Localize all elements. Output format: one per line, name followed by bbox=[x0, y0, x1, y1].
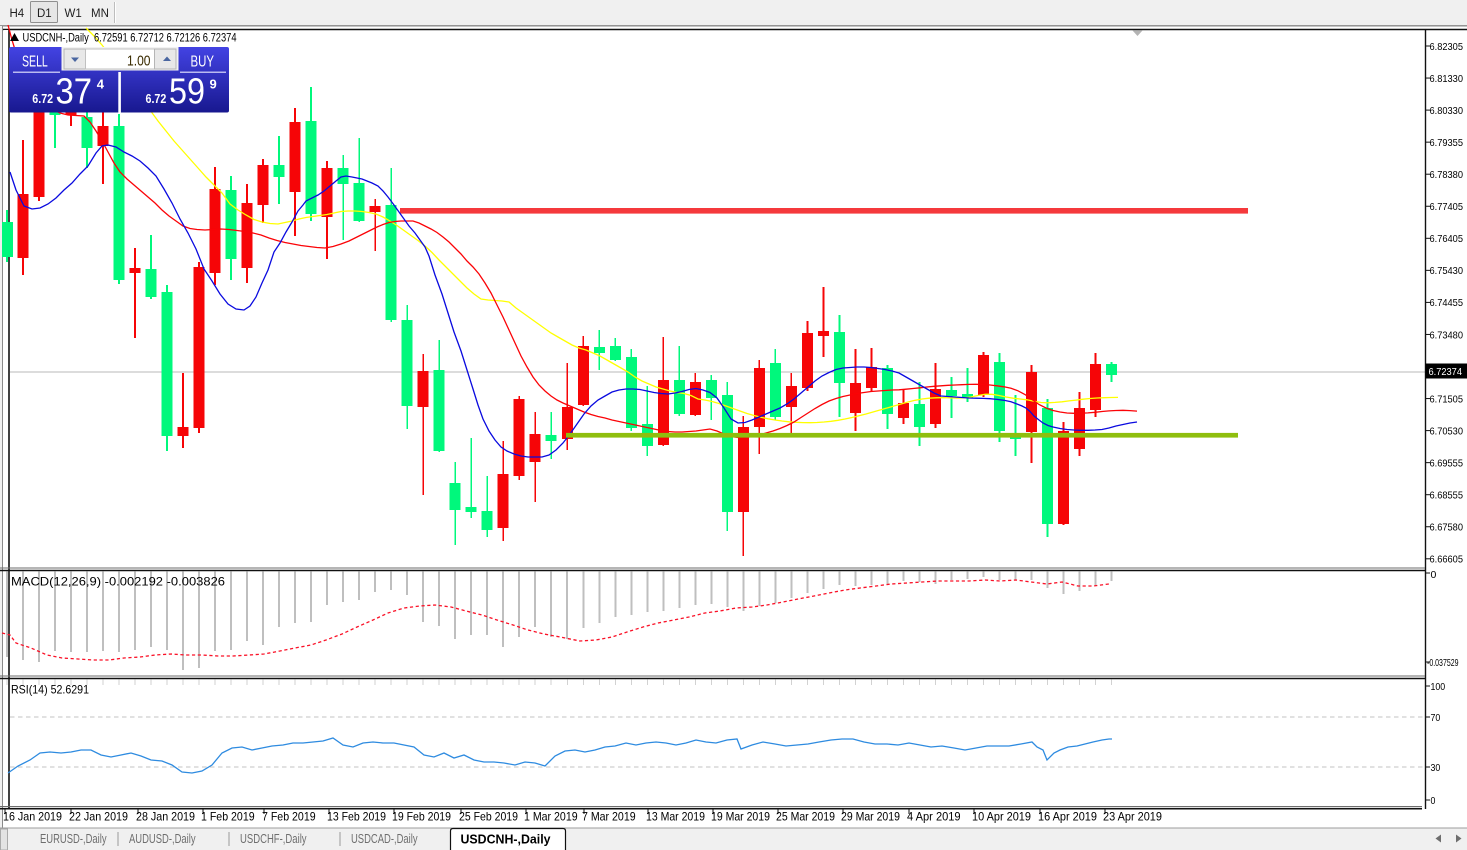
svg-text:25 Mar 2019: 25 Mar 2019 bbox=[776, 810, 835, 824]
svg-text:USDCHF-,Daily: USDCHF-,Daily bbox=[240, 831, 307, 846]
svg-text:6.75430: 6.75430 bbox=[1430, 265, 1464, 277]
svg-text:MN: MN bbox=[91, 8, 109, 20]
svg-text:16 Apr 2019: 16 Apr 2019 bbox=[1038, 810, 1097, 824]
svg-text:6.72: 6.72 bbox=[32, 91, 53, 106]
svg-text:H4: H4 bbox=[10, 8, 25, 20]
svg-text:6.67580: 6.67580 bbox=[1430, 522, 1464, 534]
svg-text:13 Feb 2019: 13 Feb 2019 bbox=[327, 810, 386, 824]
svg-text:6.66605: 6.66605 bbox=[1430, 554, 1464, 566]
svg-text:SELL: SELL bbox=[22, 53, 48, 70]
svg-text:MACD(12,26,9) -0.002192 -0.003: MACD(12,26,9) -0.002192 -0.003826 bbox=[11, 575, 225, 589]
svg-text:6.74455: 6.74455 bbox=[1430, 297, 1464, 309]
svg-text:6.68555: 6.68555 bbox=[1430, 490, 1464, 502]
svg-text:6.80330: 6.80330 bbox=[1430, 105, 1464, 117]
svg-text:9: 9 bbox=[210, 76, 217, 91]
svg-text:22 Jan 2019: 22 Jan 2019 bbox=[69, 810, 128, 824]
svg-text:10 Apr 2019: 10 Apr 2019 bbox=[972, 810, 1031, 824]
svg-text:59: 59 bbox=[169, 71, 205, 112]
svg-text:EURUSD-,Daily: EURUSD-,Daily bbox=[40, 831, 107, 846]
svg-text:4 Apr 2019: 4 Apr 2019 bbox=[907, 810, 961, 824]
svg-text:6.79355: 6.79355 bbox=[1430, 137, 1464, 149]
svg-text:7 Mar 2019: 7 Mar 2019 bbox=[582, 810, 636, 824]
svg-text:19 Feb 2019: 19 Feb 2019 bbox=[392, 810, 451, 824]
svg-text:23 Apr 2019: 23 Apr 2019 bbox=[1103, 810, 1162, 824]
svg-text:37: 37 bbox=[56, 71, 93, 112]
svg-text:USDCAD-,Daily: USDCAD-,Daily bbox=[351, 831, 418, 846]
svg-text:29 Mar 2019: 29 Mar 2019 bbox=[841, 810, 900, 824]
svg-text:1 Mar 2019: 1 Mar 2019 bbox=[524, 810, 578, 824]
svg-text:6.81330: 6.81330 bbox=[1430, 73, 1464, 85]
svg-text:RSI(14) 52.6291: RSI(14) 52.6291 bbox=[11, 683, 89, 697]
svg-text:6.73480: 6.73480 bbox=[1430, 329, 1464, 341]
svg-text:13 Mar 2019: 13 Mar 2019 bbox=[646, 810, 705, 824]
svg-text:6.72374: 6.72374 bbox=[1429, 366, 1463, 378]
svg-text:28 Jan 2019: 28 Jan 2019 bbox=[136, 810, 195, 824]
svg-text:7 Feb 2019: 7 Feb 2019 bbox=[262, 810, 316, 824]
svg-text:4: 4 bbox=[97, 76, 105, 91]
svg-text:6.77405: 6.77405 bbox=[1430, 201, 1464, 213]
svg-text:16 Jan 2019: 16 Jan 2019 bbox=[3, 810, 62, 824]
svg-text:0: 0 bbox=[1431, 795, 1436, 807]
svg-text:19 Mar 2019: 19 Mar 2019 bbox=[711, 810, 770, 824]
svg-text:6.76405: 6.76405 bbox=[1430, 233, 1464, 245]
svg-text:6.78380: 6.78380 bbox=[1430, 169, 1464, 181]
svg-text:-0.037529: -0.037529 bbox=[1427, 657, 1459, 669]
svg-text:30: 30 bbox=[1431, 762, 1441, 774]
svg-text:100: 100 bbox=[1431, 681, 1446, 693]
svg-text:0: 0 bbox=[1431, 569, 1437, 581]
svg-text:USDCNH-,Daily 6.72591 6.72712: USDCNH-,Daily 6.72591 6.72712 6.72126 6.… bbox=[23, 31, 237, 45]
svg-text:70: 70 bbox=[1431, 712, 1441, 724]
svg-text:6.82305: 6.82305 bbox=[1430, 41, 1464, 53]
svg-text:6.70530: 6.70530 bbox=[1430, 425, 1464, 437]
svg-text:BUY: BUY bbox=[191, 53, 215, 70]
svg-text:D1: D1 bbox=[37, 8, 52, 20]
svg-text:1.00: 1.00 bbox=[127, 52, 151, 69]
svg-text:25 Feb 2019: 25 Feb 2019 bbox=[459, 810, 518, 824]
svg-text:1 Feb 2019: 1 Feb 2019 bbox=[201, 810, 255, 824]
svg-text:6.71505: 6.71505 bbox=[1430, 393, 1464, 405]
svg-text:AUDUSD-,Daily: AUDUSD-,Daily bbox=[129, 831, 196, 846]
svg-text:6.72: 6.72 bbox=[146, 91, 167, 106]
svg-text:W1: W1 bbox=[65, 8, 82, 20]
svg-text:USDCNH-,Daily: USDCNH-,Daily bbox=[461, 832, 552, 847]
svg-text:6.69555: 6.69555 bbox=[1430, 457, 1464, 469]
